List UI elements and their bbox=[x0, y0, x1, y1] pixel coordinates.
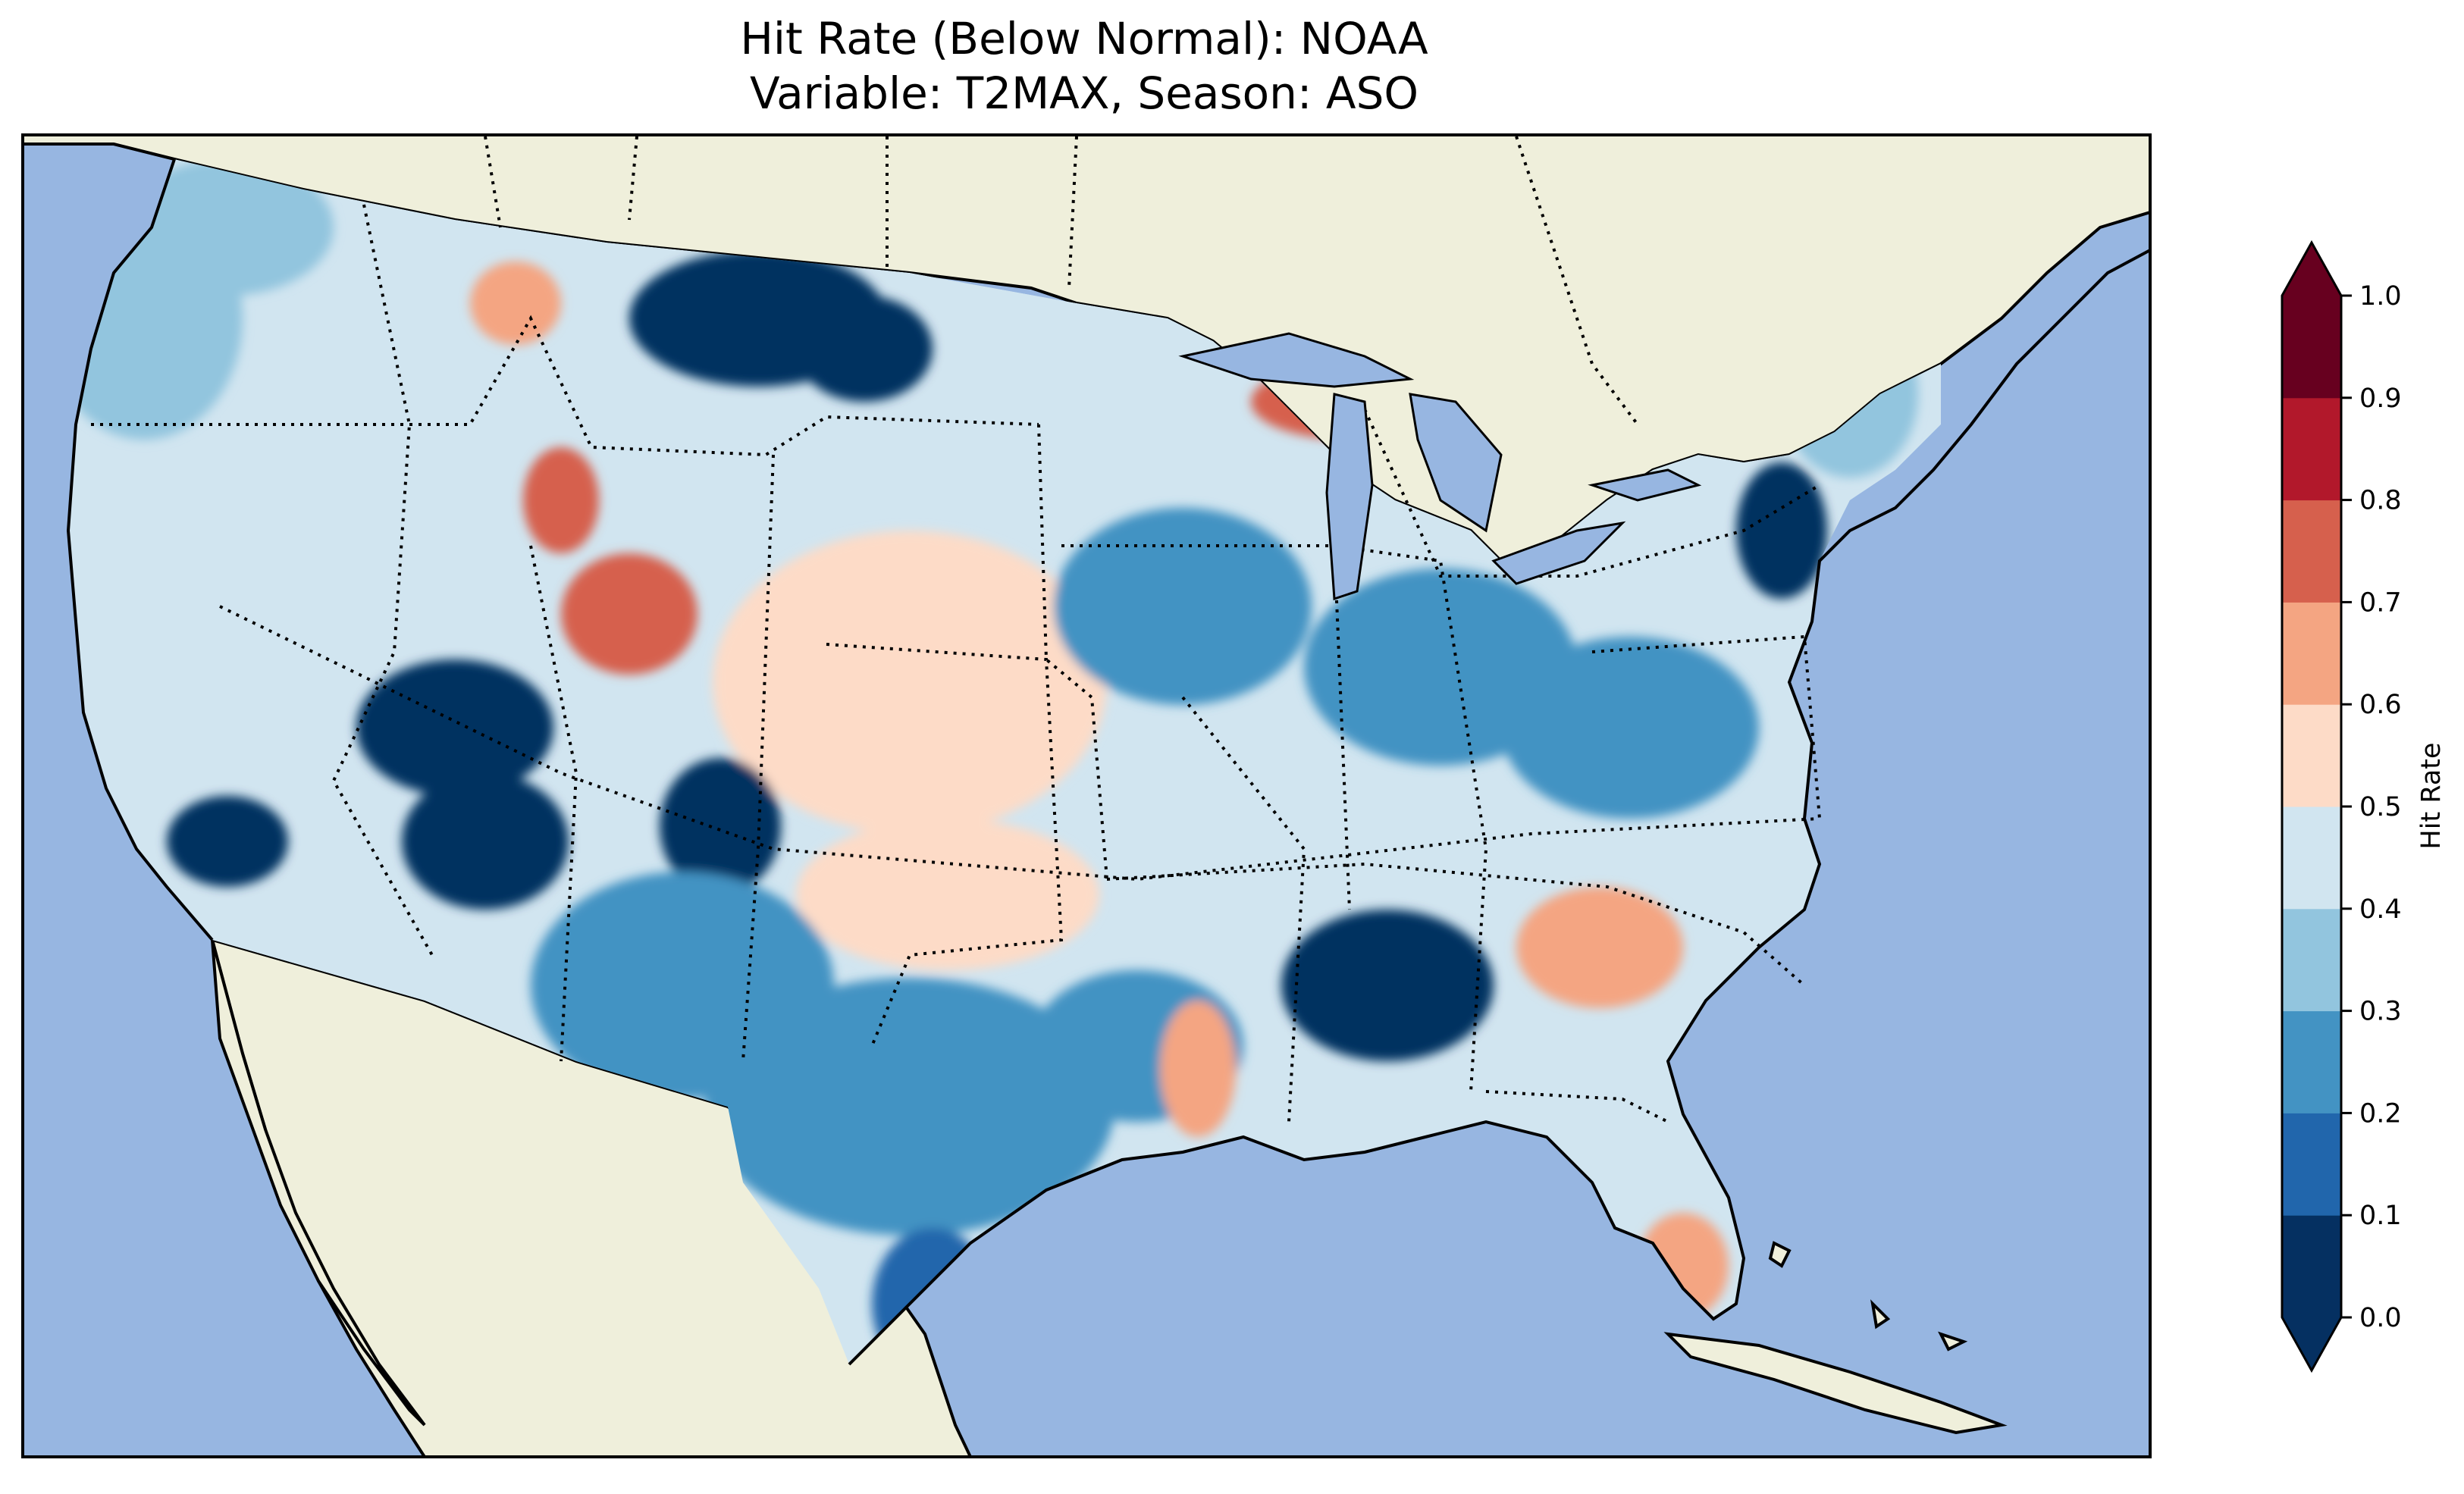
hit-rate-region bbox=[356, 659, 553, 796]
hit-rate-region bbox=[796, 296, 933, 402]
colorbar-tick-label: 0.3 bbox=[2359, 997, 2402, 1027]
colorbar-bin bbox=[2282, 602, 2341, 705]
colorbar-tick-label: 0.7 bbox=[2359, 587, 2402, 618]
hit-rate-field bbox=[68, 159, 1941, 1364]
colorbar-extend-top bbox=[2282, 243, 2341, 296]
bahamas bbox=[1768, 1241, 1968, 1351]
great-lakes bbox=[1178, 332, 1702, 601]
colorbar-tick-label: 0.2 bbox=[2359, 1098, 2402, 1129]
colorbar-bin bbox=[2282, 397, 2341, 501]
hit-rate-region bbox=[470, 262, 561, 345]
canada-borders bbox=[484, 136, 1639, 426]
hit-rate-region bbox=[531, 872, 834, 1099]
hit-rate-region bbox=[121, 159, 334, 296]
colorbar-bin bbox=[2282, 704, 2341, 807]
colorbar-bin bbox=[2282, 908, 2341, 1012]
colorbar-tick-label: 0.0 bbox=[2359, 1303, 2402, 1333]
hit-rate-region bbox=[561, 553, 698, 675]
colorbar-bin bbox=[2282, 500, 2341, 603]
us-coastline bbox=[66, 158, 2151, 1366]
hit-rate-region bbox=[1736, 462, 1827, 599]
colorbar-bin bbox=[2282, 1215, 2341, 1318]
colorbar-bin bbox=[2282, 807, 2341, 910]
colorbar-extend-bottom bbox=[2282, 1317, 2341, 1370]
hit-rate-region bbox=[167, 796, 288, 887]
colorbar-tick-label: 0.6 bbox=[2359, 690, 2402, 720]
hit-rate-region bbox=[1516, 887, 1683, 1008]
hit-rate-region bbox=[1281, 910, 1494, 1061]
hit-rate-region bbox=[1160, 1001, 1236, 1137]
hit-rate-region bbox=[523, 447, 599, 553]
cuba bbox=[1663, 1332, 2008, 1435]
colorbar-bin bbox=[2282, 1113, 2341, 1216]
map-frame bbox=[21, 133, 2152, 1458]
hit-rate-region bbox=[796, 819, 1099, 970]
chart-title-line-2: Variable: T2MAX, Season: ASO bbox=[749, 67, 1419, 119]
hit-rate-region bbox=[1501, 637, 1759, 819]
colorbar-label: Hit Rate bbox=[2416, 742, 2447, 849]
chart-title-line-1: Hit Rate (Below Normal): NOAA bbox=[740, 13, 1428, 64]
colorbar: 0.0 0.1 0.2 0.3 0.4 0.5 0.6 0.7 0.8 0.9 1.0 bbox=[2281, 240, 2402, 1373]
hit-rate-region bbox=[713, 531, 1107, 834]
colorbar-tick-label: 1.0 bbox=[2359, 281, 2402, 312]
hit-rate-region bbox=[1054, 508, 1312, 705]
hit-rate-region bbox=[402, 773, 569, 910]
hit-rate-region bbox=[660, 758, 781, 894]
colorbar-tick-label: 0.8 bbox=[2359, 486, 2402, 516]
baja-california bbox=[211, 939, 426, 1427]
colorbar-tick-label: 0.4 bbox=[2359, 894, 2402, 925]
colorbar-bin bbox=[2282, 296, 2341, 399]
colorbar-tick-label: 0.5 bbox=[2359, 792, 2402, 822]
colorbar-tick-label: 0.1 bbox=[2359, 1201, 2402, 1231]
colorbar-tick-label: 0.9 bbox=[2359, 384, 2402, 414]
colorbar-bin bbox=[2282, 1010, 2341, 1113]
